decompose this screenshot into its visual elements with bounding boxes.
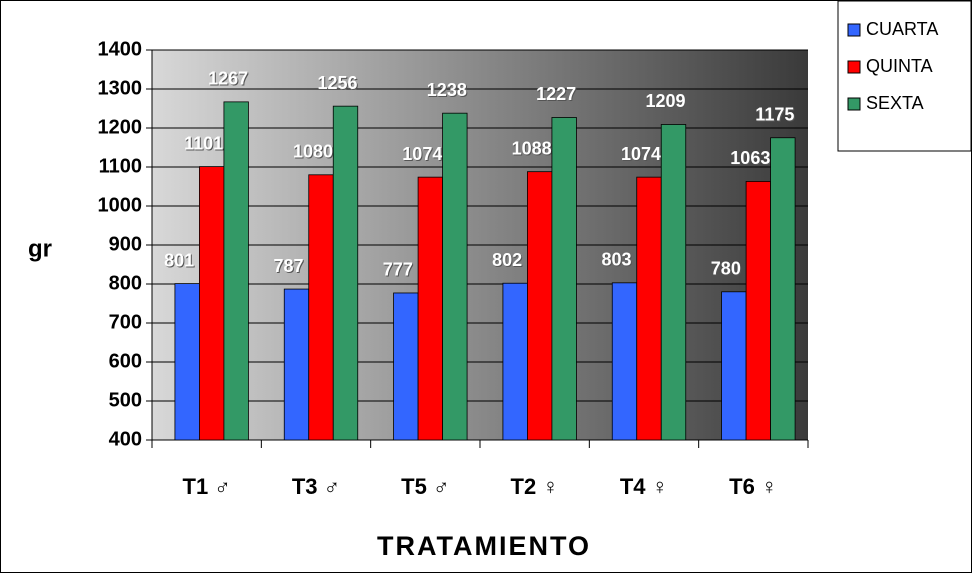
value-label: 780 [711, 259, 741, 279]
value-label: 802 [492, 250, 522, 270]
value-label: 1209 [645, 91, 685, 111]
legend-swatch [847, 23, 861, 37]
value-label: 1175 [755, 105, 794, 125]
value-label: 1256 [317, 73, 357, 93]
legend-swatch [847, 97, 861, 111]
x-tick-label: T2 ♀ [511, 474, 559, 499]
value-label: 801 [164, 250, 194, 270]
bar [417, 176, 443, 441]
value-label: 803 [601, 250, 631, 270]
value-label: 777 [383, 260, 413, 280]
bar [502, 282, 528, 441]
y-tick-label: 900 [109, 233, 142, 255]
y-tick-label: 400 [109, 428, 142, 450]
bar [660, 124, 687, 441]
value-label: 1238 [427, 80, 467, 100]
x-tick-label: T1 ♂ [183, 474, 231, 499]
x-axis-label: TRATAMIENTO [377, 531, 591, 561]
x-tick-label: T4 ♀ [620, 474, 668, 499]
y-axis-label: gr [28, 235, 52, 262]
x-tick-label: T5 ♂ [401, 474, 449, 499]
bar [223, 101, 249, 441]
y-tick-label: 800 [109, 272, 142, 294]
bar [332, 105, 359, 441]
legend-label: QUINTA [866, 56, 933, 76]
value-label: 1088 [512, 138, 552, 158]
y-tick-label: 1200 [98, 116, 143, 138]
y-tick-label: 500 [109, 389, 142, 411]
bar [174, 283, 200, 441]
value-label: 1101 [184, 133, 223, 153]
legend-swatch [847, 60, 861, 74]
bar [393, 292, 419, 441]
value-label: 1063 [730, 148, 770, 168]
bar [551, 117, 577, 441]
bar [721, 291, 747, 441]
bar [199, 166, 225, 441]
value-label: 1267 [208, 69, 248, 89]
bar [636, 176, 662, 441]
value-label: 787 [273, 256, 303, 276]
y-tick-label: 1400 [98, 38, 143, 60]
y-tick-label: 1300 [98, 77, 143, 99]
y-tick-label: 600 [109, 350, 142, 372]
value-label: 1074 [402, 144, 442, 164]
bar [745, 181, 771, 441]
value-label: 1074 [621, 144, 661, 164]
bar [442, 112, 468, 441]
x-tick-label: T6 ♀ [729, 474, 777, 499]
bar [527, 171, 553, 441]
legend [837, 0, 972, 152]
legend-label: CUARTA [866, 19, 938, 39]
x-tick-label: T3 ♂ [292, 474, 340, 499]
value-label: 1080 [293, 142, 333, 162]
bar [308, 174, 334, 441]
bar [611, 282, 638, 441]
legend-label: SEXTA [866, 93, 924, 113]
bar [283, 288, 310, 441]
value-label: 1227 [536, 84, 576, 104]
y-tick-label: 700 [109, 311, 142, 333]
y-tick-label: 1100 [99, 155, 142, 177]
bar [770, 137, 796, 441]
y-tick-label: 1000 [98, 194, 143, 216]
